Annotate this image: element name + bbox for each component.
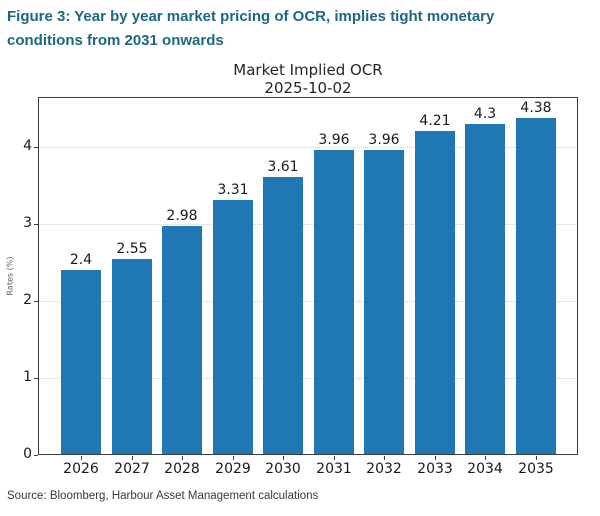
bar-value-label: 3.96 <box>318 132 350 148</box>
bar-2032 <box>364 150 404 455</box>
bar-value-label: 3.61 <box>267 159 299 175</box>
bar-value-label: 2.55 <box>116 241 148 257</box>
x-tick-mark <box>536 456 537 460</box>
bar-2031 <box>314 150 354 455</box>
gridline-y3 <box>38 224 578 226</box>
y-tick-mark <box>34 378 38 379</box>
x-tick-label: 2026 <box>63 461 99 477</box>
bar-value-label: 4.38 <box>520 100 552 116</box>
bar-value-label: 2.98 <box>166 208 198 224</box>
bar-2026 <box>61 270 101 455</box>
bar-2027 <box>112 259 152 455</box>
x-tick-mark <box>283 456 284 460</box>
y-tick-label: 4 <box>23 138 32 155</box>
x-tick-label: 2027 <box>114 461 150 477</box>
bar-value-label: 4.3 <box>473 106 497 122</box>
x-tick-label: 2033 <box>417 461 453 477</box>
x-tick-label: 2031 <box>316 461 352 477</box>
x-tick-label: 2029 <box>215 461 251 477</box>
bar-2030 <box>263 177 303 455</box>
x-tick-mark <box>334 456 335 460</box>
x-tick-label: 2032 <box>366 461 402 477</box>
bar-2028 <box>162 226 202 455</box>
x-tick-label: 2035 <box>518 461 554 477</box>
y-axis-label: Rates (%) <box>5 256 15 296</box>
y-tick-label: 2 <box>23 292 32 309</box>
gridline-y1 <box>38 378 578 379</box>
y-tick-mark <box>34 224 38 226</box>
x-tick-mark <box>233 456 234 460</box>
x-tick-mark <box>182 456 183 460</box>
bar-value-label: 4.21 <box>419 113 451 129</box>
y-tick-label: 1 <box>23 369 32 385</box>
bar-value-label: 2.4 <box>69 252 93 268</box>
x-tick-label: 2030 <box>265 461 301 477</box>
figure-caption-line1: Figure 3: Year by year market pricing of… <box>7 8 495 25</box>
x-tick-mark <box>132 456 133 460</box>
y-tick-label: 3 <box>23 215 32 232</box>
y-tick-mark <box>34 455 38 456</box>
x-tick-label: 2028 <box>164 461 200 477</box>
bar-value-label: 3.96 <box>368 132 400 148</box>
figure-caption-line2: conditions from 2031 onwards <box>7 32 224 49</box>
bar-2035 <box>516 118 556 455</box>
gridline-y2 <box>38 301 578 303</box>
y-tick-label: 0 <box>23 446 32 462</box>
x-tick-mark <box>81 456 82 460</box>
bar-value-label: 3.31 <box>217 182 249 198</box>
x-tick-mark <box>384 456 385 460</box>
bar-2034 <box>465 124 505 455</box>
chart-title: Market Implied OCR 2025-10-02 <box>38 61 578 97</box>
x-tick-mark <box>485 456 486 460</box>
plot-area: 2.4 2.55 2.98 3.31 3.61 3.96 3.96 4.21 4.3 4.38 <box>38 97 578 455</box>
bar-2029 <box>213 200 253 455</box>
y-tick-mark <box>34 301 38 303</box>
bar-2033 <box>415 131 455 455</box>
source-note: Source: Bloomberg, Harbour Asset Managem… <box>7 490 319 502</box>
y-tick-mark <box>34 147 38 149</box>
chart-title-text: Market Implied OCR <box>233 61 383 79</box>
chart-subtitle-date: 2025-10-02 <box>264 79 352 97</box>
x-tick-mark <box>435 456 436 460</box>
figure-caption: Figure 3: Year by year market pricing of… <box>7 5 582 53</box>
x-tick-label: 2034 <box>467 461 503 477</box>
gridline-y4 <box>38 147 578 149</box>
